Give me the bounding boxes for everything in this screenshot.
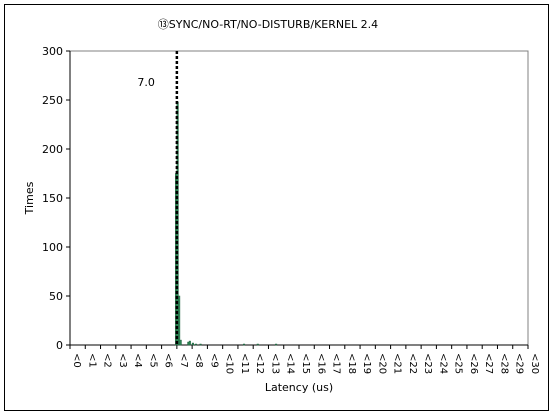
histogram-bar (188, 340, 191, 346)
y-axis-label: Times (23, 181, 36, 215)
y-tick-label: 0 (56, 339, 63, 352)
x-tick-label: <30 (529, 353, 540, 374)
x-tick-label: <11 (239, 353, 250, 374)
x-tick-label: <9 (208, 353, 219, 368)
x-tick-label: <3 (117, 353, 128, 368)
plot-border (69, 50, 529, 346)
x-tick-label: <12 (254, 353, 265, 374)
plot-area: 0 50 100 150 200 250 300 <0 <1 <2 <3 <4 <5 <6 <7 <8 <9 <1… (42, 45, 540, 374)
x-tick-label: <21 (392, 353, 403, 374)
x-tick-label: <20 (376, 353, 387, 374)
y-tick-label: 300 (42, 45, 63, 58)
y-tick-label: 50 (49, 290, 63, 303)
x-tick-label: <29 (514, 353, 525, 374)
x-tick-label: <1 (86, 353, 97, 368)
x-tick-label: <15 (300, 353, 311, 374)
x-tick-label: <5 (147, 353, 158, 368)
x-tick-label: <6 (163, 353, 174, 368)
x-tick-label: <28 (498, 353, 509, 374)
x-tick-label: <27 (483, 353, 494, 374)
x-tick-label: <0 (71, 353, 82, 368)
reference-line-label: 7.0 (137, 76, 155, 89)
x-tick-label: <10 (224, 353, 235, 374)
histogram-bar (178, 295, 181, 346)
x-tick-label: <23 (422, 353, 433, 374)
x-tick-label: <4 (132, 353, 143, 368)
histogram-bar (199, 343, 202, 346)
x-tick-label: <14 (285, 353, 296, 374)
x-tick-label: <8 (193, 353, 204, 368)
histogram-bar (256, 343, 259, 346)
x-tick-label: <7 (178, 353, 189, 368)
x-axis-label: Latency (us) (265, 381, 333, 394)
y-tick-label: 250 (42, 94, 63, 107)
x-tick-label: <16 (315, 353, 326, 374)
x-tick-label: <25 (453, 353, 464, 374)
x-tick-label: <2 (102, 353, 113, 368)
chart-title: ⑬SYNC/NO-RT/NO-DISTURB/KERNEL 2.4 (158, 18, 378, 31)
histogram-bar (194, 343, 197, 346)
x-tick-label: <22 (407, 353, 418, 374)
x-tick-label: <19 (361, 353, 372, 374)
y-tick-label: 200 (42, 143, 63, 156)
x-tick-label: <18 (346, 353, 357, 374)
x-tick-label: <24 (437, 353, 448, 374)
y-tick-label: 100 (42, 241, 63, 254)
x-tick-label: <13 (269, 353, 280, 374)
y-tick-label: 150 (42, 192, 63, 205)
chart-frame (4, 4, 549, 411)
histogram-bar (275, 343, 278, 346)
histogram-bar (179, 339, 182, 346)
histogram-bar (243, 343, 246, 346)
x-tick-label: <17 (331, 353, 342, 374)
histogram-bar (191, 342, 194, 346)
x-tick-label: <26 (468, 353, 479, 374)
